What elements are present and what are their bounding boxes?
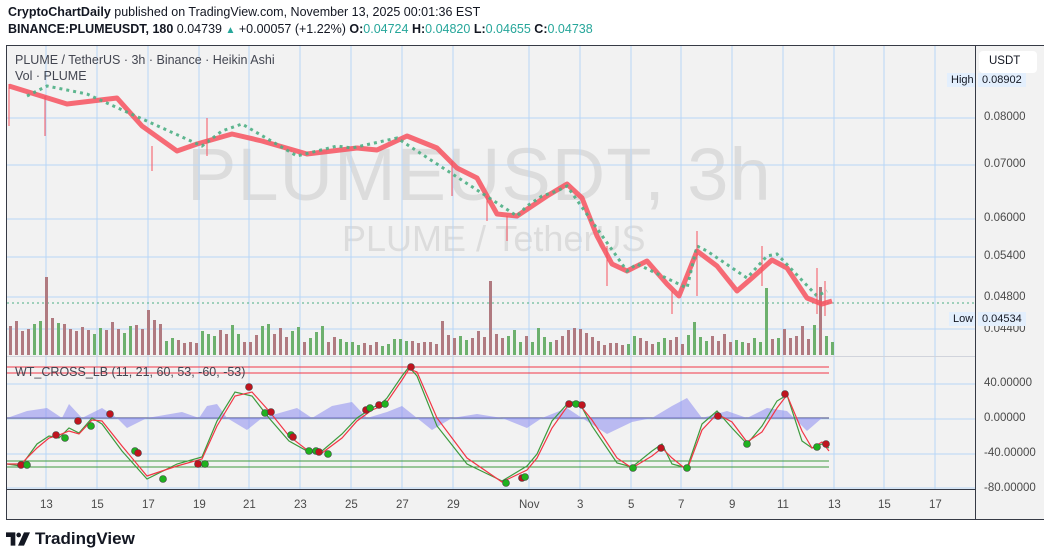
price-change: +0.00057 (+1.22%) [238, 22, 346, 36]
publication-header: CryptoChartDaily published on TradingVie… [8, 4, 593, 39]
symbol-line: BINANCE:PLUMEUSDT, 180 0.04739 ▲ +0.0005… [8, 21, 593, 39]
close-label: C: [534, 22, 548, 36]
symbol-name: BINANCE:PLUMEUSDT, 180 [8, 22, 174, 36]
high-marker-label: High [947, 73, 975, 87]
plot-area[interactable]: PLUMEUSDT, 3h PLUME / TetherUS [7, 46, 975, 519]
time-tick: 5 [628, 499, 635, 511]
time-tick: 9 [729, 499, 736, 511]
pane-separator[interactable] [7, 356, 975, 357]
indicator-tick: 40.00000 [984, 377, 1032, 389]
up-arrow-icon: ▲ [225, 25, 236, 36]
time-tick: 3 [577, 499, 584, 511]
chart-legend-title[interactable]: PLUME / TetherUS · 3h · Binance · Heikin… [15, 53, 275, 67]
time-tick: 25 [345, 499, 358, 511]
close-value: 0.04738 [547, 22, 593, 36]
tradingview-logo[interactable]: TradingView [6, 529, 135, 549]
open-value: 0.04724 [363, 22, 409, 36]
high-value-tag: 0.08902 [978, 73, 1026, 87]
time-tick: 13 [40, 499, 53, 511]
time-tick: 21 [243, 499, 256, 511]
indicator-tick: -40.00000 [984, 447, 1036, 459]
publisher-line: CryptoChartDaily published on TradingVie… [8, 4, 593, 21]
open-label: O: [349, 22, 364, 36]
high-label: H: [411, 22, 426, 36]
volume-bars [9, 277, 834, 355]
time-tick: 15 [878, 499, 891, 511]
tradingview-logo-icon [6, 532, 30, 546]
time-tick: 27 [396, 499, 409, 511]
time-tick: 29 [447, 499, 460, 511]
wt-cross-pane [7, 363, 830, 487]
time-tick: 15 [91, 499, 104, 511]
time-axis[interactable]: 13 15 17 19 21 23 25 27 29 Nov 3 5 7 9 1… [7, 489, 975, 519]
time-tick: 19 [193, 499, 206, 511]
indicator-tick: 0.00000 [984, 412, 1026, 424]
price-candles [8, 83, 833, 316]
currency-button[interactable]: USDT [979, 51, 1037, 73]
grid [7, 46, 975, 489]
price-axis[interactable]: 0.08902 0.08000 0.07000 0.06000 0.05400 … [975, 46, 1044, 519]
high-value: 0.04820 [425, 22, 471, 36]
low-label: L: [473, 22, 486, 36]
price-tick: 0.08000 [984, 111, 1026, 123]
price-tick: 0.04800 [984, 291, 1026, 303]
indicator-tick: -80.00000 [984, 482, 1036, 494]
published-text: published on TradingView.com, November 1… [110, 5, 481, 19]
time-tick: 7 [678, 499, 685, 511]
time-tick: 13 [828, 499, 841, 511]
low-marker-label: Low [949, 312, 975, 326]
author-name[interactable]: CryptoChartDaily [8, 5, 111, 19]
time-tick: 23 [294, 499, 307, 511]
price-tick: 0.06000 [984, 212, 1026, 224]
time-tick: 11 [777, 499, 789, 511]
chart-svg [7, 46, 975, 489]
chart-frame: PLUMEUSDT, 3h PLUME / TetherUS [6, 45, 1044, 520]
time-tick: 17 [929, 499, 942, 511]
price-tick: 0.07000 [984, 158, 1026, 170]
volume-legend[interactable]: Vol · PLUME [15, 69, 87, 83]
tradingview-brand-text: TradingView [35, 529, 135, 548]
indicator-legend[interactable]: WT_CROSS_LB (11, 21, 60, 53, -60, -53) [15, 365, 246, 379]
price-tick: 0.05400 [984, 250, 1026, 262]
cross-dots [17, 363, 830, 487]
time-tick: Nov [519, 499, 540, 511]
time-tick: 17 [142, 499, 155, 511]
price-tick: 0.04400 [984, 323, 1026, 335]
last-price: 0.04739 [176, 22, 222, 36]
low-value: 0.04655 [485, 22, 531, 36]
low-value-tag: 0.04534 [978, 312, 1026, 326]
